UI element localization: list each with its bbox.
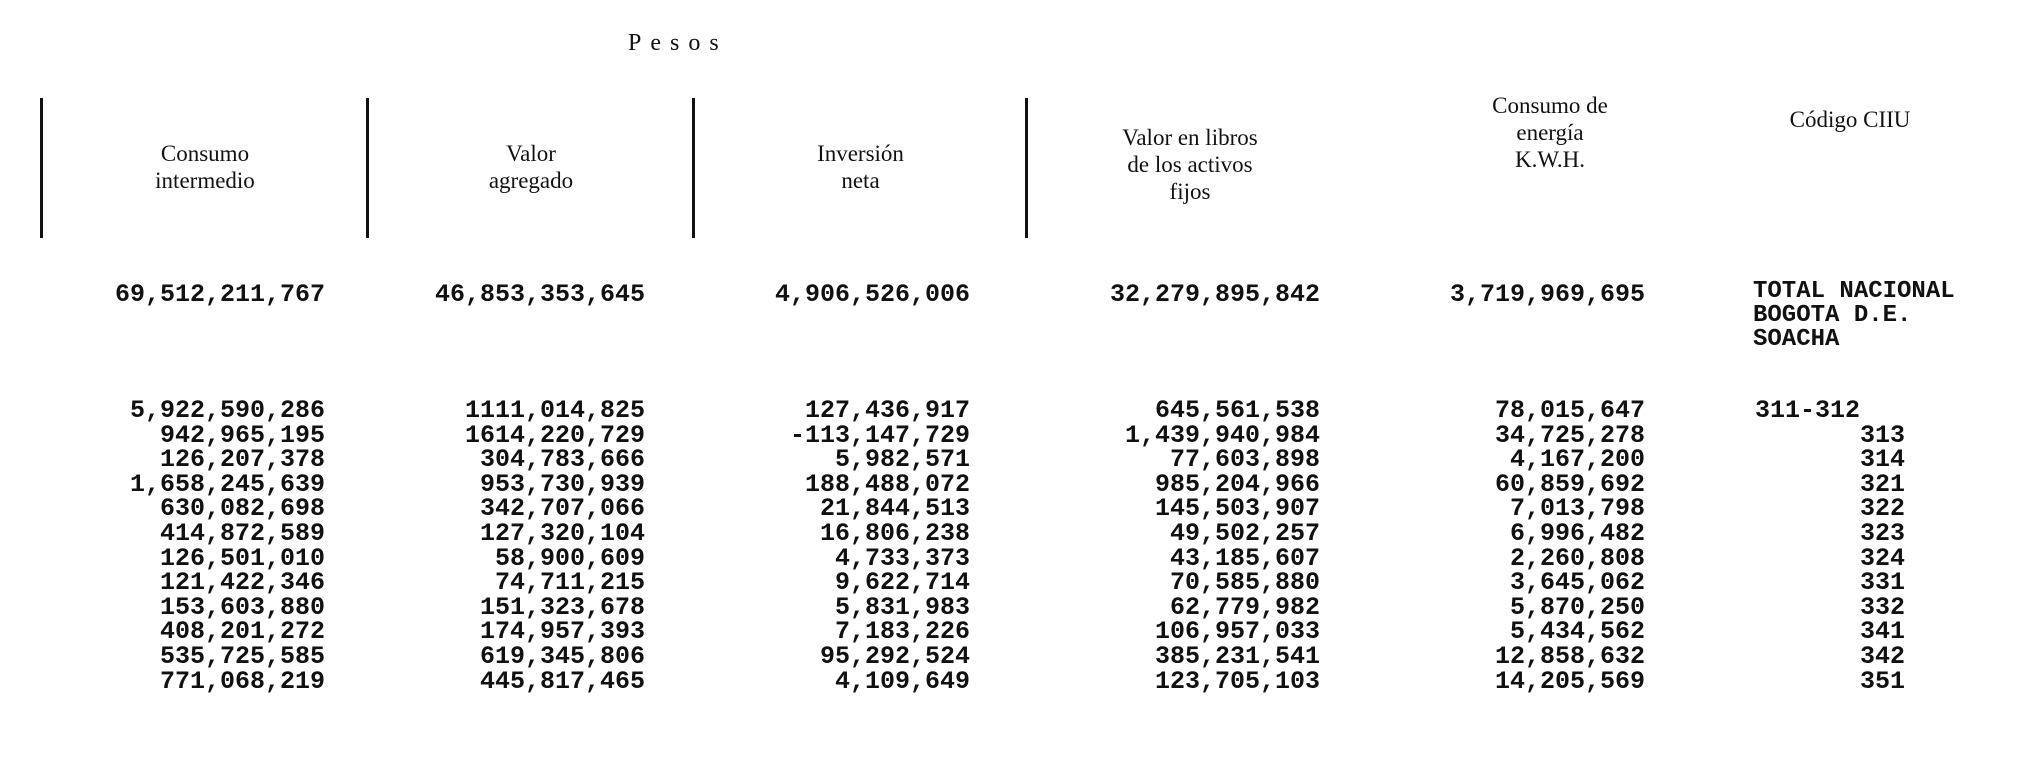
table-cell: 341: [1859, 617, 1905, 647]
currency-heading: Pesos: [628, 30, 728, 56]
table-cell: 342: [1859, 641, 1905, 671]
column-divider: [366, 98, 369, 238]
table-cell: 77,603,898: [1169, 445, 1320, 475]
table-cell: 9,622,714: [834, 568, 970, 598]
table-cell: 313: [1859, 420, 1905, 450]
total-consumo-energia: 3,719,969,695: [1449, 280, 1645, 309]
table-cell: 324: [1859, 543, 1905, 573]
column-divider: [692, 98, 695, 238]
table-cell: 314: [1859, 445, 1905, 475]
table-cell: 771,068,219: [159, 666, 325, 696]
table-cell: 145,503,907: [1154, 494, 1320, 524]
table-cell: 619,345,806: [479, 641, 645, 671]
table-cell: 942,965,195: [159, 420, 325, 450]
table-cell: 95,292,524: [819, 641, 970, 671]
table-cell: 304,783,666: [479, 445, 645, 475]
table-cell: 12,858,632: [1494, 641, 1645, 671]
table-cell: 645,561,538: [1154, 396, 1320, 425]
table-cell: 342,707,066: [479, 494, 645, 524]
total-label-soacha: SOACHA: [1753, 326, 1840, 353]
table-cell: 127,320,104: [479, 518, 645, 548]
table-cell: 43,185,607: [1169, 543, 1320, 573]
header-valor-agregado: Valor agregado: [488, 141, 574, 193]
table-cell: 106,957,033: [1154, 617, 1320, 647]
table-cell: 414,872,589: [159, 518, 325, 548]
table-cell: 14,205,569: [1494, 666, 1645, 696]
table-cell: 7,183,226: [834, 617, 970, 647]
table-cell: 127,436,917: [804, 396, 970, 425]
table-cell: 5,870,250: [1509, 592, 1645, 622]
table-cell: 62,779,982: [1169, 592, 1320, 622]
table-cell: 985,204,966: [1154, 469, 1320, 499]
total-label-bogota: BOGOTA D.E.: [1753, 302, 1912, 329]
total-label-nacional: TOTAL NACIONAL: [1753, 278, 1955, 305]
table-cell: 2,260,808: [1509, 543, 1645, 573]
table-cell: 331: [1859, 568, 1905, 598]
table-cell: 1614,220,729: [464, 420, 645, 450]
table-cell: 408,201,272: [159, 617, 325, 647]
table-cell: 3,645,062: [1509, 568, 1645, 598]
table-cell: 332: [1859, 592, 1905, 622]
table-cell: 5,831,983: [834, 592, 970, 622]
table-cell: 385,231,541: [1154, 641, 1320, 671]
table-cell: 16,806,238: [819, 518, 970, 548]
table-cell: 153,603,880: [159, 592, 325, 622]
table-cell: 6,996,482: [1509, 518, 1645, 548]
column-inversion-neta: 127,436,917 -113,147,729 5,982,571 188,4…: [720, 396, 970, 696]
table-cell: 4,733,373: [834, 543, 970, 573]
header-inversion-neta: Inversión neta: [817, 141, 904, 193]
column-consumo-intermedio: 5,922,590,286 942,965,195 126,207,378 1,…: [70, 396, 325, 696]
table-cell: 151,323,678: [479, 592, 645, 622]
column-divider: [1025, 98, 1028, 238]
total-valor-agregado: 46,853,353,645: [434, 280, 645, 309]
table-cell: 321: [1859, 469, 1905, 499]
table-cell: 126,207,378: [159, 445, 325, 475]
total-valor-libros: 32,279,895,842: [1109, 280, 1320, 309]
table-cell: 60,859,692: [1494, 469, 1645, 499]
table-cell: 58,900,609: [494, 543, 645, 573]
table-cell: 1,439,940,984: [1124, 420, 1320, 450]
table-cell: 5,922,590,286: [129, 396, 325, 425]
header-codigo-ciiu: Código CIIU: [1789, 107, 1911, 132]
table-cell: 953,730,939: [479, 469, 645, 499]
column-valor-libros: 645,561,538 1,439,940,984 77,603,898 985…: [1060, 396, 1320, 696]
table-cell: 49,502,257: [1169, 518, 1320, 548]
table-cell: 323: [1859, 518, 1905, 548]
table-cell: 74,711,215: [494, 568, 645, 598]
table-cell: 1,658,245,639: [129, 469, 325, 499]
table-cell: 322: [1859, 494, 1905, 524]
header-consumo-energia: Consumo de energía K.W.H.: [1492, 93, 1608, 172]
total-labels: TOTAL NACIONAL BOGOTA D.E. SOACHA: [1753, 280, 1955, 352]
table-cell: 123,705,103: [1154, 666, 1320, 696]
table-cell: 121,422,346: [159, 568, 325, 598]
column-divider: [40, 98, 43, 238]
header-consumo-intermedio: Consumo intermedio: [155, 141, 255, 193]
table-cell: 5,434,562: [1509, 617, 1645, 647]
column-consumo-energia: 78,015,647 34,725,278 4,167,200 60,859,6…: [1420, 396, 1645, 696]
table-cell: 1111,014,825: [464, 396, 645, 425]
table-cell: 126,501,010: [159, 543, 325, 573]
column-valor-agregado: 1111,014,825 1614,220,729 304,783,666 95…: [390, 396, 645, 696]
total-consumo-intermedio: 69,512,211,767: [114, 280, 325, 309]
table-cell: 311-312: [1755, 396, 1861, 425]
table-cell: -113,147,729: [789, 420, 970, 450]
total-inversion-neta: 4,906,526,006: [774, 280, 970, 309]
table-cell: 34,725,278: [1494, 420, 1645, 450]
table-cell: 630,082,698: [159, 494, 325, 524]
table-cell: 4,109,649: [834, 666, 970, 696]
table-cell: 7,013,798: [1509, 494, 1645, 524]
table-cell: 4,167,200: [1509, 445, 1645, 475]
table-cell: 445,817,465: [479, 666, 645, 696]
table-cell: 21,844,513: [819, 494, 970, 524]
table-cell: 535,725,585: [159, 641, 325, 671]
table-cell: 70,585,880: [1169, 568, 1320, 598]
column-codigo-ciiu: 311-312 313 314 321 322 323 324 331 332 …: [1755, 396, 1905, 696]
table-cell: 351: [1859, 666, 1905, 696]
table-cell: 78,015,647: [1494, 396, 1645, 425]
table-cell: 5,982,571: [834, 445, 970, 475]
table-cell: 174,957,393: [479, 617, 645, 647]
header-valor-libros: Valor en libros de los activos fijos: [1122, 125, 1258, 204]
table-cell: 188,488,072: [804, 469, 970, 499]
